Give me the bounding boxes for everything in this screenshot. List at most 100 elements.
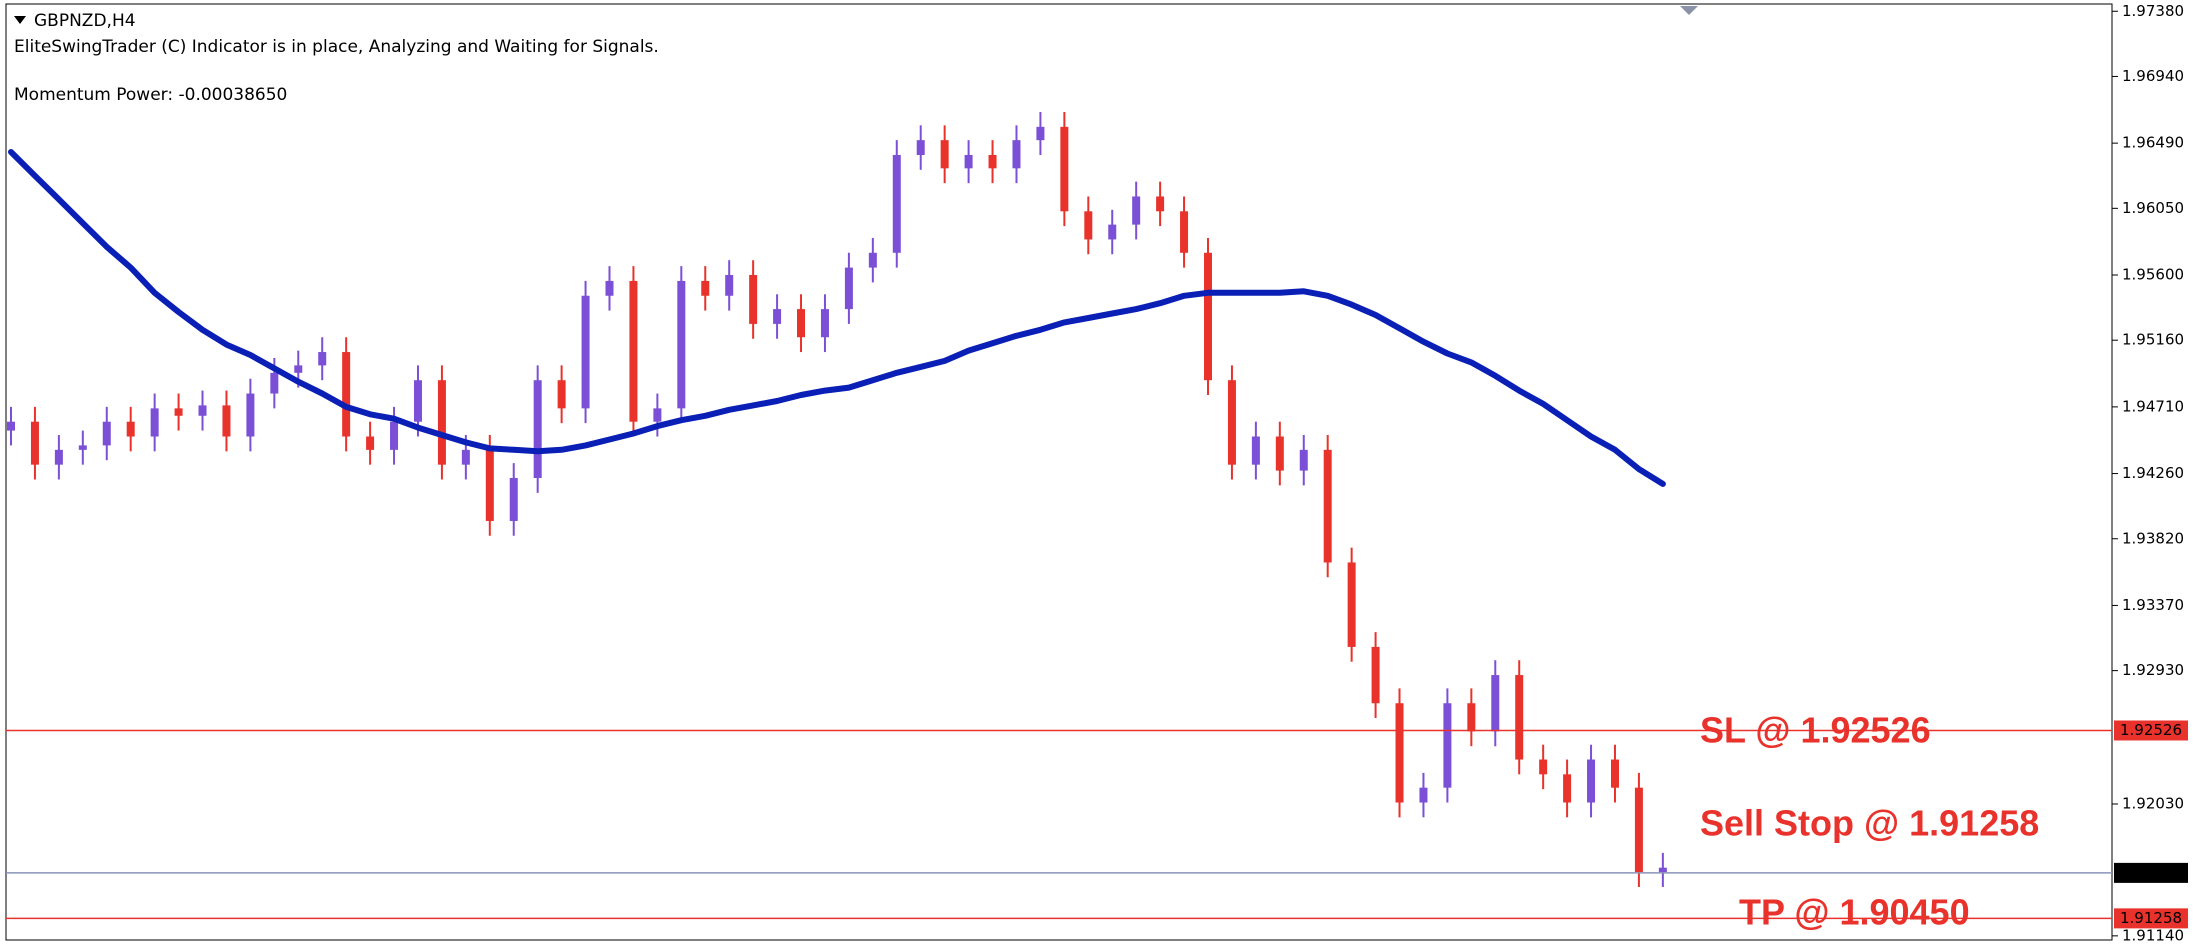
candle-body — [725, 275, 734, 296]
annotation: Sell Stop @ 1.91258 — [1700, 803, 2039, 844]
price-level-box — [2114, 908, 2188, 929]
y-tick-label: 1.94260 — [2122, 464, 2184, 482]
status: EliteSwingTrader (C) Indicator is in pla… — [14, 37, 659, 57]
candle-body — [629, 280, 638, 422]
candle-body — [533, 380, 542, 479]
candle-body — [1084, 211, 1093, 240]
momentum: Momentum Power: -0.00038650 — [14, 85, 287, 105]
candle-body — [1012, 140, 1021, 169]
candle-body — [78, 445, 87, 450]
candle-body — [1036, 126, 1045, 141]
y-tick-label: 1.96050 — [2122, 199, 2184, 217]
candle-body — [198, 405, 207, 416]
candle-body — [174, 408, 183, 416]
price-level-box — [2114, 720, 2188, 741]
annotation: SL @ 1.92526 — [1700, 710, 1931, 751]
candle-body — [1467, 703, 1476, 732]
candle-body — [1108, 224, 1117, 240]
candle-body — [1132, 196, 1141, 225]
candle-body — [940, 140, 949, 169]
candle-body — [222, 405, 231, 437]
candle-body — [1227, 380, 1236, 465]
candle-body — [1491, 675, 1500, 732]
candle-body — [342, 352, 351, 437]
candle-body — [916, 140, 925, 155]
candle-body — [1275, 436, 1284, 471]
candle-body — [461, 449, 470, 465]
menu-arrow — [14, 16, 26, 24]
y-tick-label: 1.95160 — [2122, 331, 2184, 349]
candle-body — [1323, 449, 1332, 563]
candle-body — [844, 267, 853, 310]
symbol: GBPNZD,H4 — [34, 11, 136, 31]
candle-body — [892, 154, 901, 253]
candle-body — [1587, 759, 1596, 803]
y-tick-label: 1.96490 — [2122, 134, 2184, 152]
annotation: TP @ 1.90450 — [1739, 892, 1970, 933]
candle-body — [1204, 252, 1212, 381]
candle-body — [605, 280, 614, 296]
candle-body — [150, 408, 159, 437]
candle-body — [1539, 759, 1548, 775]
y-tick-label: 1.91140 — [2122, 926, 2184, 944]
candle-body — [1371, 646, 1380, 704]
candle-body — [1251, 436, 1260, 465]
candle-body — [1419, 787, 1428, 803]
candle-body — [1658, 867, 1667, 873]
candle-body — [557, 380, 566, 409]
candle-body — [749, 275, 758, 324]
y-tick-label: 1.94710 — [2122, 397, 2184, 415]
y-tick-label: 1.96940 — [2122, 67, 2184, 85]
y-tick-label: 1.92030 — [2122, 794, 2184, 812]
candle-body — [509, 478, 518, 521]
candle-body — [797, 309, 806, 338]
candle-body — [246, 393, 255, 437]
candle-body — [1443, 703, 1452, 788]
candle-body — [126, 421, 135, 437]
y-tick-label: 1.93370 — [2122, 596, 2184, 614]
candle-body — [1563, 774, 1572, 803]
candle-body — [820, 309, 829, 338]
candle-body — [653, 408, 662, 422]
price-level-label: 1.92526 — [2120, 721, 2182, 739]
candle-body — [485, 449, 494, 521]
y-tick-label: 1.93820 — [2122, 529, 2184, 547]
candle-body — [988, 154, 997, 169]
plot-frame — [5, 3, 2113, 941]
candle-body — [1634, 787, 1643, 873]
candle-body — [773, 309, 782, 324]
candle-body — [30, 421, 39, 465]
candle-body — [1156, 196, 1165, 212]
candle-body — [1610, 759, 1619, 788]
candle-body — [1395, 703, 1404, 803]
candle-body — [1180, 211, 1189, 253]
candle-body — [1060, 126, 1069, 212]
y-tick-label: 1.95600 — [2122, 266, 2184, 284]
shift-marker — [1680, 6, 1698, 15]
candle-body — [294, 365, 303, 373]
candle-body — [54, 449, 63, 465]
candle-body — [677, 280, 686, 409]
candle-body — [868, 252, 877, 268]
candle-body — [1299, 449, 1308, 471]
candle-body — [318, 352, 327, 366]
moving-average — [8, 149, 1666, 487]
candle-body — [270, 372, 279, 394]
price-level-label: 1.91258 — [2120, 909, 2182, 927]
price-level-label: 1.91565 — [2120, 863, 2182, 881]
candle-body — [701, 280, 710, 296]
candle-body — [437, 380, 446, 465]
candle-body — [390, 421, 399, 450]
price-level-box — [2114, 862, 2188, 883]
candle-body — [366, 436, 375, 450]
candle-body — [1347, 562, 1356, 647]
candle-body — [581, 295, 590, 409]
candle-body — [7, 421, 15, 431]
y-tick-label: 1.92930 — [2122, 661, 2184, 679]
y-tick-label: 1.97380 — [2122, 2, 2184, 20]
candle-body — [1515, 675, 1524, 760]
candle-body — [413, 380, 422, 422]
candle-body — [964, 154, 973, 169]
